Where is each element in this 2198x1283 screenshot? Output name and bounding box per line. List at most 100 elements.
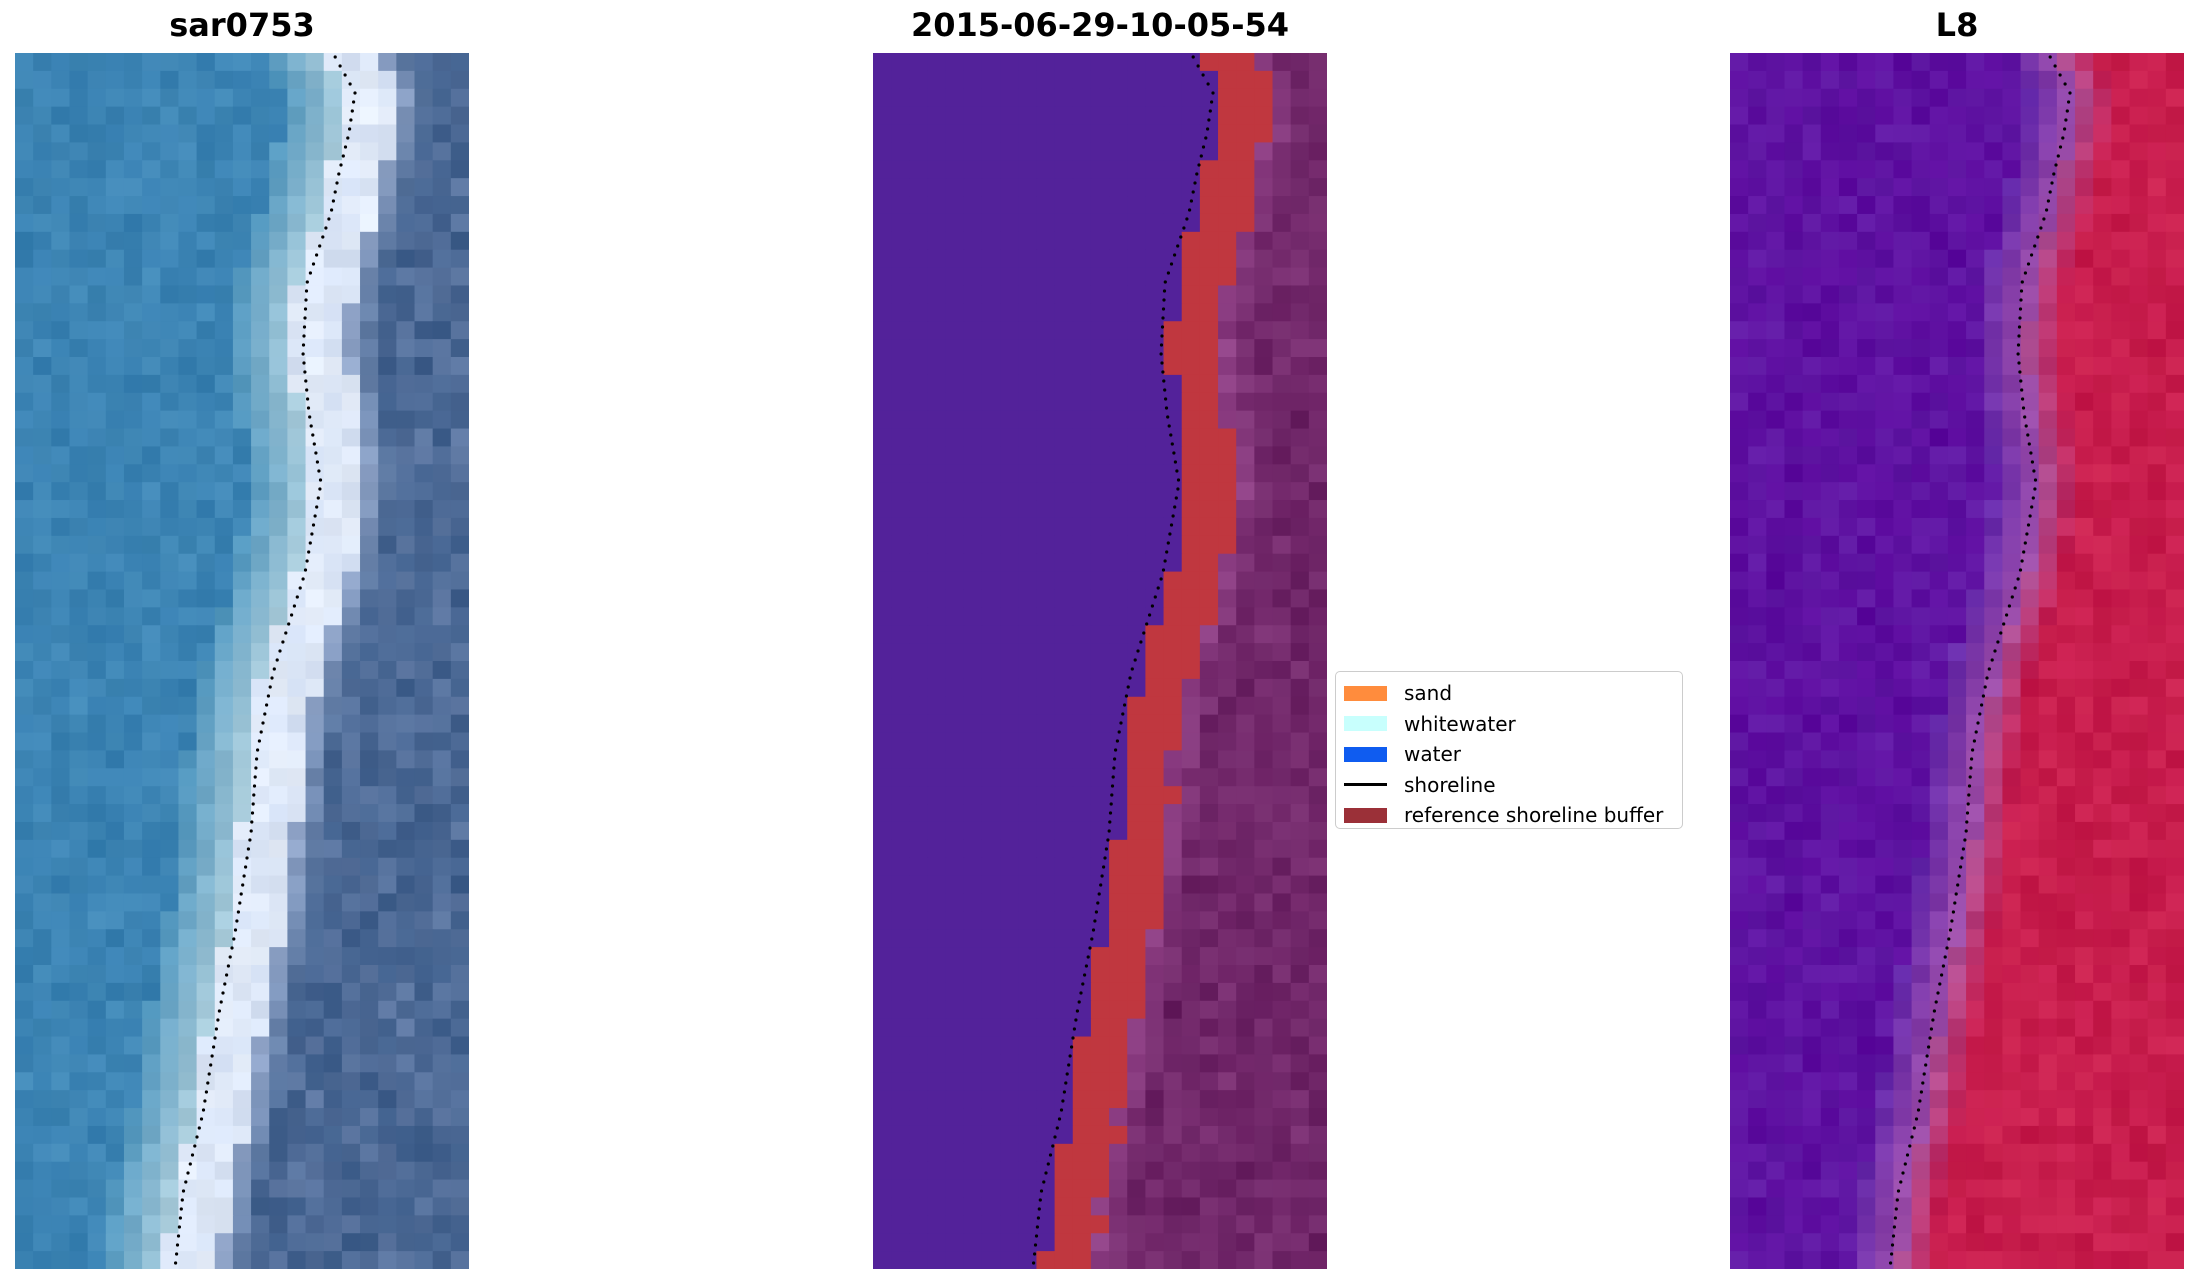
pixel [2093,267,2112,287]
pixel [1254,303,1274,322]
pixel [1820,517,1840,537]
pixel [1145,714,1165,734]
pixel [123,1233,143,1252]
pixel [1000,1018,1019,1038]
pixel [2038,911,2058,930]
shoreline-dot [1108,820,1112,824]
pixel [214,464,234,483]
pixel [1290,929,1310,948]
pixel [1254,607,1274,626]
pixel [1820,88,1840,108]
pixel [1857,821,1876,841]
shoreline-dot [1072,1027,1076,1031]
pixel [2020,732,2040,752]
pixel [1199,106,1219,126]
pixel [1857,374,1876,394]
shoreline-dot [327,217,331,221]
pixel [1018,893,1038,912]
pixel [1802,911,1822,930]
pixel [269,857,288,877]
shoreline-dot [270,676,274,680]
pixel [178,696,198,716]
pixel [378,392,397,412]
pixel [69,1054,89,1073]
pixel [432,1161,452,1181]
pixel [1820,821,1840,841]
pixel [891,500,910,519]
pixel [1984,124,2003,144]
pixel [1199,1179,1219,1199]
pixel [1947,696,1967,716]
pixel [450,1000,469,1020]
pixel [1018,142,1038,161]
pixel [1145,70,1165,90]
pixel [873,213,892,233]
pixel [873,982,892,1002]
pixel [927,517,947,537]
pixel [1308,553,1327,573]
pixel [1181,714,1201,734]
pixel [432,696,452,716]
pixel [33,804,52,823]
pixel [414,267,434,287]
shoreline-dot [266,694,270,698]
pixel [251,160,270,179]
pixel [945,982,965,1002]
pixel [1090,285,1110,304]
pixel [414,589,434,608]
pixel [450,213,469,233]
pixel [142,821,161,841]
pixel [2056,517,2076,537]
pixel [2147,285,2167,304]
pixel [1145,607,1165,626]
pixel [160,1161,180,1181]
pixel [1893,982,1913,1002]
pixel [1784,875,1804,895]
pixel [2056,446,2076,465]
pixel [360,1179,379,1199]
pixel [1054,804,1074,823]
pixel [1163,500,1183,519]
pixel [396,303,416,322]
pixel [378,947,397,966]
pixel [142,1215,161,1234]
pixel [1000,714,1019,734]
pixel [1036,1072,1056,1091]
pixel [1748,750,1767,769]
pixel [927,804,947,823]
pixel [160,196,180,215]
pixel [69,875,89,895]
pixel [323,303,343,322]
pixel [432,70,452,90]
pixel [87,821,107,841]
pixel [1272,1018,1292,1038]
pixel [1966,321,1985,340]
pixel [909,285,929,304]
pixel [1929,535,1949,555]
pixel [87,571,107,591]
pixel [214,303,234,322]
pixel [2020,392,2040,412]
pixel [1072,88,1092,108]
pixel [1145,124,1165,144]
pixel [1784,839,1804,859]
pixel [15,1000,34,1020]
pixel [1163,1054,1183,1073]
pixel [1036,1054,1056,1073]
pixel [1290,678,1310,698]
pixel [1000,1125,1019,1145]
pixel [2020,124,2040,144]
pixel [69,750,89,769]
pixel [1127,732,1146,752]
pixel [1730,893,1749,912]
pixel [51,839,71,859]
pixel [251,446,270,465]
pixel [2002,857,2022,877]
pixel [414,839,434,859]
pixel [1218,875,1237,895]
pixel [1802,714,1822,734]
pixel [2020,517,2040,537]
pixel [1127,392,1146,412]
pixel [323,392,343,412]
pixel [1857,732,1876,752]
